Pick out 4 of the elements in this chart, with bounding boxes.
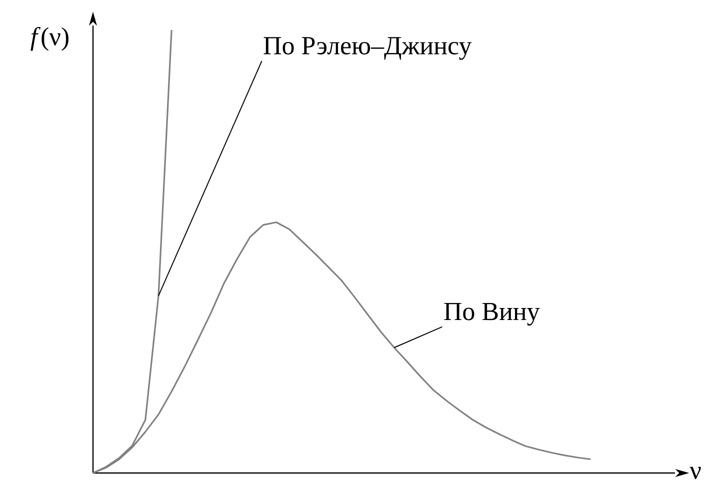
x-axis-title: ν	[690, 466, 701, 480]
series-label: По Вину	[444, 302, 540, 326]
text: По Рэлею–Джинсу	[264, 37, 472, 60]
y-axis-title: f(ν)	[30, 26, 68, 51]
